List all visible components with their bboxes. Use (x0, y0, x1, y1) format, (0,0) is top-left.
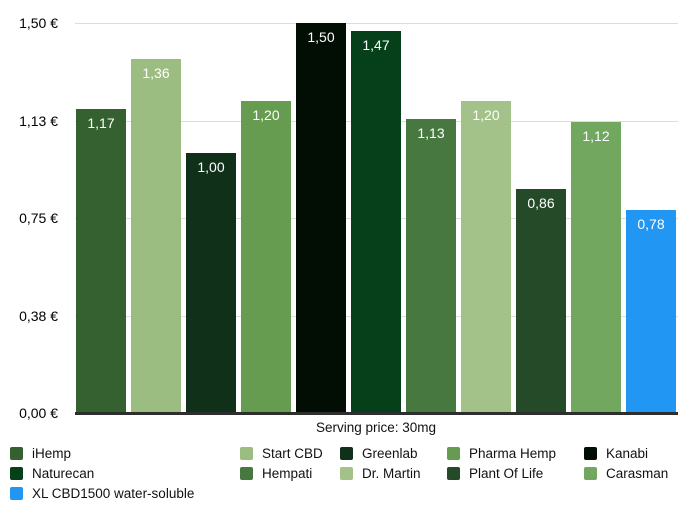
y-tick-label: 1,50 € (19, 15, 58, 31)
legend-swatch-icon (10, 446, 23, 460)
legend-swatch-icon (447, 466, 460, 480)
bar-kanabi: 1,50 (296, 23, 346, 413)
bar-value-label: 0,86 (527, 195, 555, 212)
y-tick-label: 0,00 € (19, 405, 58, 421)
legend-item-greenlab: Greenlab (340, 445, 418, 461)
bar-value-label: 1,47 (362, 36, 390, 53)
bar-value-label: 1,13 (417, 125, 445, 142)
legend-item-plant-of-life: Plant Of Life (447, 465, 544, 481)
bar-value-label: 0,78 (637, 216, 665, 233)
bar-pharma-hemp: 1,20 (241, 101, 291, 413)
legend-item-ihemp: iHemp (10, 445, 72, 461)
bar-value-label: 1,20 (472, 107, 500, 123)
bar-value-label: 1,20 (252, 107, 280, 123)
bar-dr-martin: 1,20 (461, 101, 511, 413)
legend-swatch-icon (584, 466, 597, 480)
x-axis-line (75, 412, 678, 415)
legend-swatch-icon (340, 466, 353, 480)
legend-label: Hempati (262, 465, 313, 481)
bar-carasman: 1,12 (571, 121, 621, 413)
legend-label: iHemp (32, 445, 72, 461)
bar-plant-of-life: 0,86 (516, 189, 566, 413)
bar-value-label: 1,00 (197, 159, 225, 175)
legend-item-hempati: Hempati (240, 465, 313, 481)
legend-swatch-icon (10, 466, 23, 480)
legend-item-pharma-hemp: Pharma Hemp (447, 445, 557, 461)
bar-naturecan: 1,47 (351, 30, 401, 413)
bar-ihemp: 1,17 (76, 108, 126, 413)
bar-start-cbd: 1,36 (131, 59, 181, 413)
legend-item-start-cbd: Start CBD (240, 445, 323, 461)
y-tick-label: 0,38 € (19, 307, 58, 324)
legend: iHemp Naturecan XL CBD1500 water-soluble St… (0, 446, 700, 508)
legend-label: Greenlab (362, 445, 418, 461)
y-tick-label: 1,13 € (19, 112, 58, 129)
legend-item-xl-cbd1500-water-soluble: XL CBD1500 water-soluble (10, 485, 195, 501)
y-tick-label: 0,75 € (19, 210, 58, 226)
plot-area: 1,17 1,36 1,00 1,20 1,50 1,47 1,13 1,20 0,86 1,12… (75, 23, 678, 413)
legend-label: XL CBD1500 water-soluble (32, 485, 195, 501)
legend-item-kanabi: Kanabi (584, 445, 649, 461)
legend-label: Dr. Martin (362, 465, 421, 481)
bar-value-label: 1,12 (582, 127, 610, 144)
legend-label: Start CBD (262, 445, 323, 461)
legend-label: Carasman (606, 465, 669, 481)
legend-swatch-icon (340, 446, 353, 460)
legend-label: Kanabi (606, 445, 649, 461)
legend-label: Pharma Hemp (469, 445, 557, 461)
legend-swatch-icon (240, 466, 253, 480)
bar-xl-cbd1500-water-soluble: 0,78 (626, 210, 676, 413)
bar-greenlab: 1,00 (186, 153, 236, 413)
legend-item-carasman: Carasman (584, 465, 669, 481)
legend-swatch-icon (240, 446, 253, 460)
bar-hempati: 1,13 (406, 119, 456, 413)
legend-swatch-icon (447, 446, 460, 460)
x-axis-label: Serving price: 30mg (315, 420, 437, 435)
gridline (75, 23, 678, 24)
bar-value-label: 1,36 (142, 65, 170, 82)
legend-label: Plant Of Life (469, 465, 544, 481)
bar-value-label: 1,17 (87, 114, 115, 131)
legend-swatch-icon (584, 446, 597, 460)
bar-value-label: 1,50 (307, 29, 335, 45)
legend-item-naturecan: Naturecan (10, 465, 95, 481)
legend-item-dr-martin: Dr. Martin (340, 465, 421, 481)
legend-label: Naturecan (32, 465, 95, 481)
legend-swatch-icon (10, 486, 23, 500)
